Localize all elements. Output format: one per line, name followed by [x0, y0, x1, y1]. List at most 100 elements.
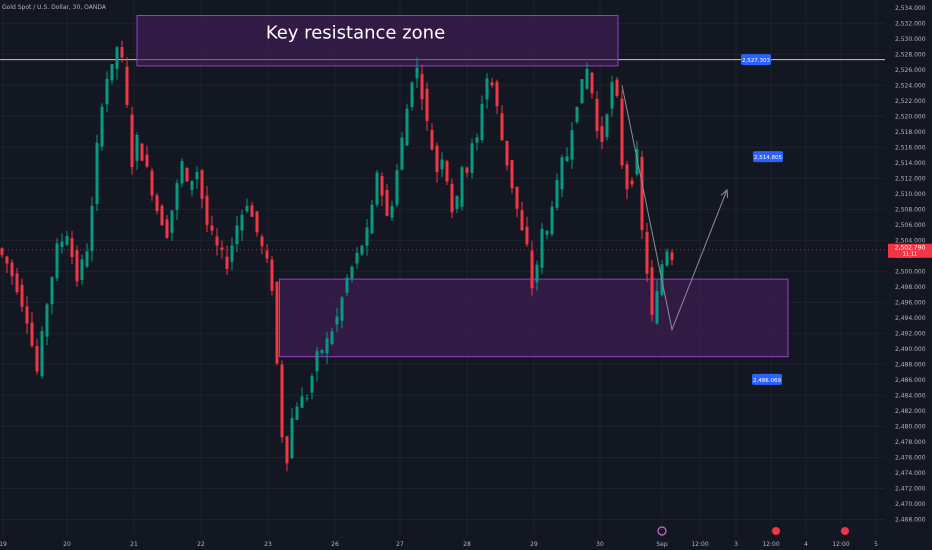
x-tick-label: 30: [596, 541, 604, 548]
candle-body: [345, 277, 349, 293]
candle-body: [475, 137, 479, 143]
flag-icon: [841, 527, 849, 535]
candle-body: [365, 227, 369, 246]
candle-body: [170, 210, 174, 233]
y-tick-label: 2,526.000: [895, 67, 926, 74]
candle-body: [0, 248, 4, 256]
y-tick-label: 2,486.000: [895, 377, 926, 384]
candle-body: [500, 113, 504, 141]
y-tick-label: 2,530.000: [895, 36, 926, 43]
price-label-tag: [752, 373, 782, 385]
candle-body: [300, 396, 304, 408]
candle-body: [480, 103, 484, 141]
candle-body: [310, 376, 314, 393]
support-zone: [279, 278, 789, 358]
event-icon: [657, 526, 667, 536]
projection-arrowhead: [720, 188, 729, 198]
candle-body: [455, 196, 459, 209]
candle-body: [25, 306, 29, 324]
candle-body: [570, 130, 574, 160]
candle-body: [90, 206, 94, 251]
candle-body: [430, 130, 434, 150]
y-tick-label: 2,504.000: [895, 237, 926, 244]
candle-body: [95, 142, 99, 205]
candle-body: [260, 236, 264, 247]
candle-body: [585, 68, 589, 89]
candle-body: [225, 256, 229, 269]
candle-body: [520, 210, 524, 231]
y-tick-label: 2,522.000: [895, 98, 926, 105]
y-tick-label: 2,468.000: [895, 516, 926, 523]
candle-body: [150, 170, 154, 196]
y-tick-label: 2,480.000: [895, 423, 926, 430]
candle-body: [305, 398, 309, 400]
candle-body: [155, 195, 159, 212]
y-tick-label: 2,524.000: [895, 82, 926, 89]
candle-body: [440, 159, 444, 170]
candle-body: [85, 251, 89, 267]
candle-body: [110, 64, 114, 81]
y-tick-label: 2,482.000: [895, 408, 926, 415]
candle-body: [55, 243, 59, 279]
candle-body: [615, 79, 619, 96]
x-tick-label: 29: [530, 541, 538, 548]
x-tick-label: 22: [197, 541, 205, 548]
y-axis: 2,468.000 2,470.000 2,472.000 2,474.000 2,47…: [895, 5, 926, 524]
candle-body: [250, 205, 254, 217]
candle-body: [405, 108, 409, 146]
candle-body: [275, 281, 279, 364]
x-tick-label: 12:00: [832, 541, 849, 548]
price-label-tag: [753, 151, 783, 163]
candle-body: [10, 262, 14, 277]
candle-body: [385, 189, 389, 216]
y-tick-label: 2,476.000: [895, 454, 926, 461]
y-tick-label: 2,474.000: [895, 470, 926, 477]
candle-body: [290, 418, 294, 459]
candle-body: [145, 154, 149, 167]
candle-body: [320, 350, 324, 353]
y-tick-label: 2,470.000: [895, 501, 926, 508]
candle-body: [495, 81, 499, 107]
candle-body: [100, 106, 104, 147]
candle-body: [65, 236, 69, 245]
y-tick-label: 2,520.000: [895, 113, 926, 120]
candle-body: [125, 66, 129, 105]
x-tick-label: 27: [396, 541, 404, 548]
candle-body: [130, 114, 134, 168]
candle-body: [390, 205, 394, 218]
y-tick-label: 2,528.000: [895, 51, 926, 58]
y-tick-label: 2,492.000: [895, 330, 926, 337]
x-tick-label: 28: [463, 541, 471, 548]
candle-body: [560, 157, 564, 190]
candle-body: [115, 47, 119, 69]
candle-body: [5, 256, 9, 264]
candle-body: [400, 137, 404, 170]
candle-body: [220, 247, 224, 250]
candle-body: [635, 149, 639, 175]
candle-body: [415, 67, 419, 79]
candle-body: [20, 284, 24, 307]
candle-body: [200, 170, 204, 199]
x-tick-label: 26: [331, 541, 339, 548]
candle-body: [450, 183, 454, 213]
y-tick-label: 2,498.000: [895, 284, 926, 291]
candle-body: [545, 230, 549, 235]
y-tick-label: 2,534.000: [895, 5, 926, 12]
x-tick-label: 5: [874, 541, 878, 548]
candle-body: [240, 214, 244, 231]
x-tick-label: 3: [734, 541, 738, 548]
candle-body: [30, 322, 34, 346]
candle-body: [285, 436, 289, 464]
candle-body: [565, 156, 569, 162]
candle-body: [435, 145, 439, 173]
candle-body: [525, 226, 529, 245]
y-tick-label: 2,488.000: [895, 361, 926, 368]
candle-body: [580, 79, 584, 104]
candle-body: [670, 252, 674, 260]
candle-body: [45, 304, 49, 337]
candle-body: [395, 170, 399, 205]
candle-body: [295, 406, 299, 420]
price-label-text: 2,514.805: [754, 155, 782, 161]
